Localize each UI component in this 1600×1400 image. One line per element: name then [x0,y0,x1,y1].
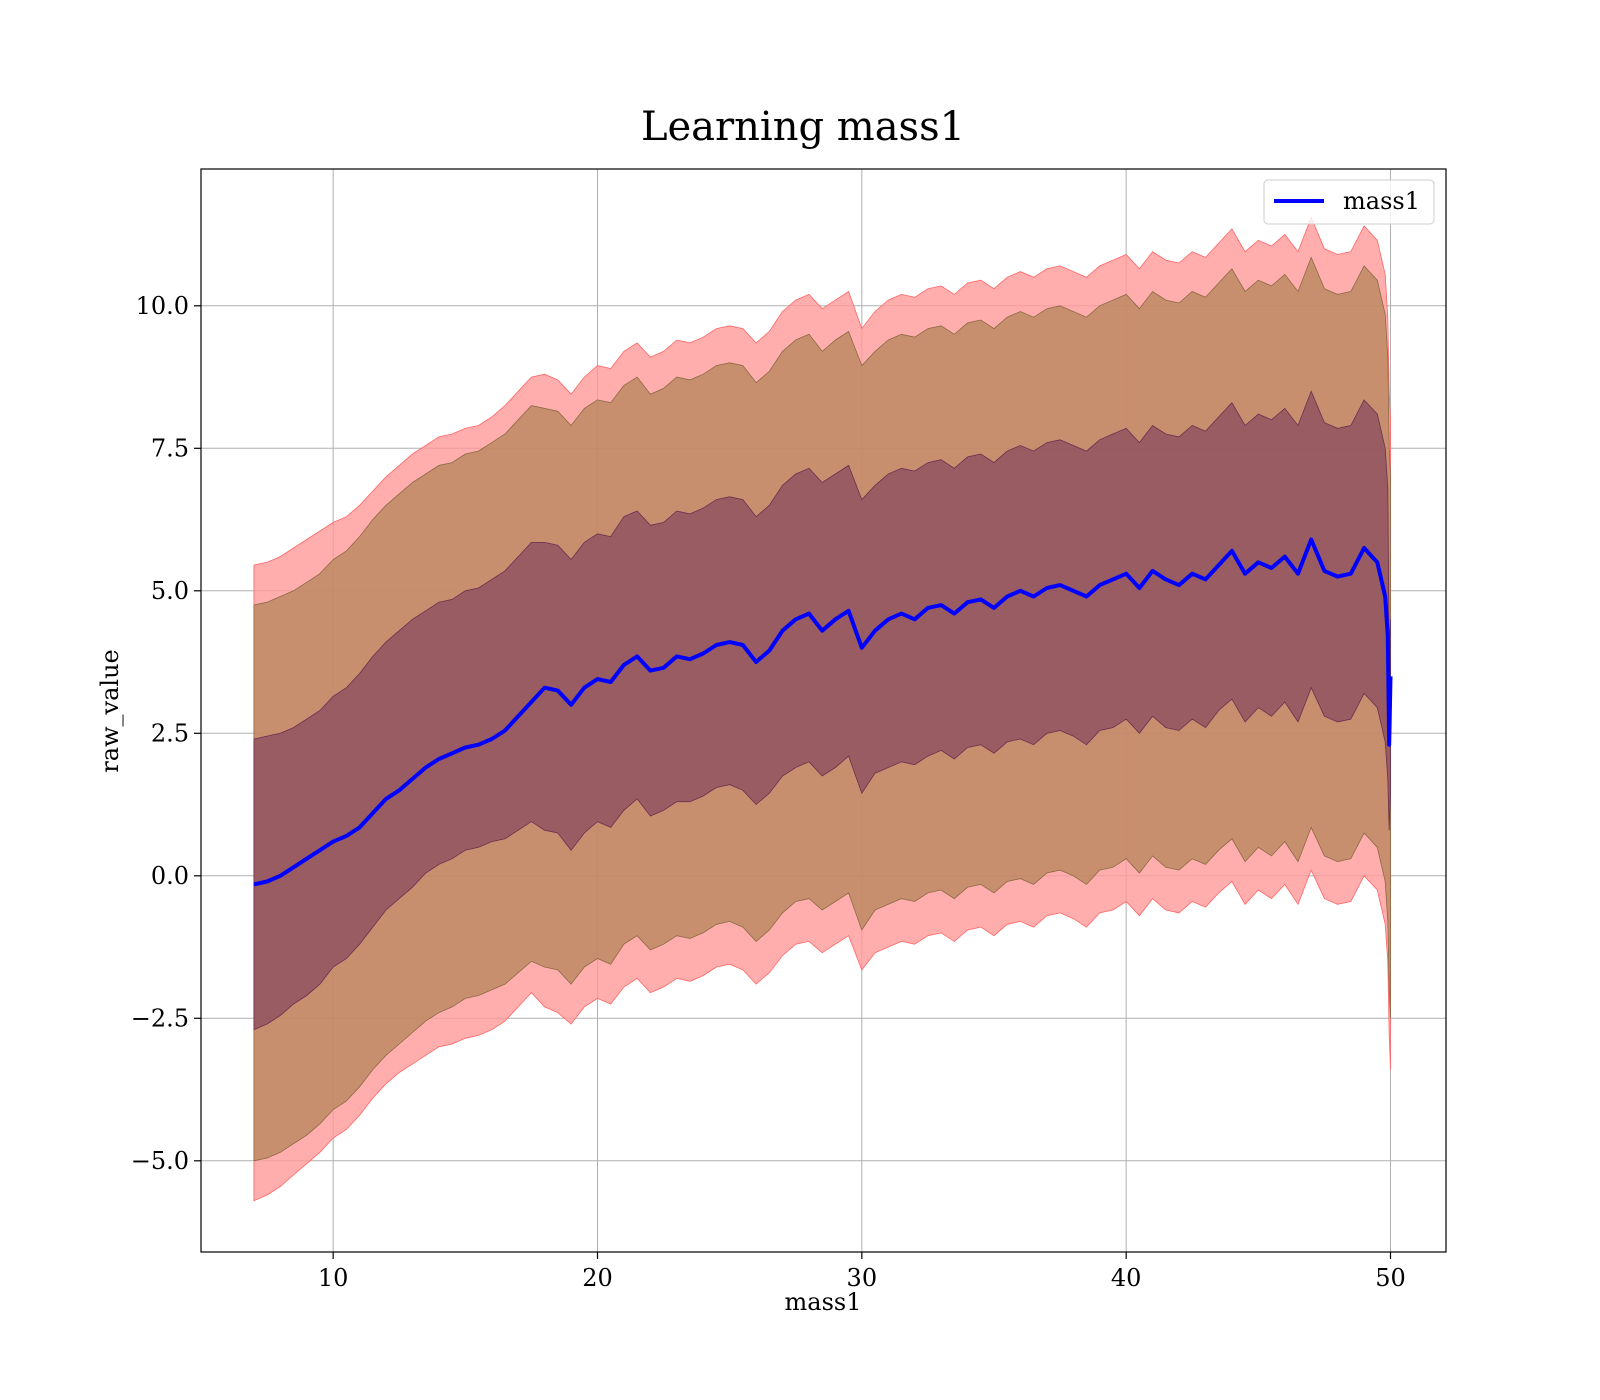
uncertainty-bands [253,216,1391,1202]
x-tick-label-0: 10 [318,1264,349,1292]
y-tick-label-0: −5.0 [131,1147,189,1175]
x-axis-ticks: 10 20 30 40 50 [318,1252,1406,1292]
legend: mass1 [1263,179,1435,225]
x-tick-label-3: 40 [1111,1264,1142,1292]
legend-box [1263,179,1435,225]
x-axis-label: mass1 [785,1288,862,1316]
series-lines [253,537,1393,887]
y-tick-label-4: 5.0 [151,577,189,605]
y-axis-label: raw_value [96,649,124,773]
y-tick-label-3: 2.5 [151,719,189,747]
x-tick-label-2: 30 [847,1264,878,1292]
band-1-sigma [253,390,1391,1031]
legend-label: mass1 [1343,187,1420,215]
x-tick-label-1: 20 [582,1264,613,1292]
x-tick-label-4: 50 [1375,1264,1406,1292]
chart-title: Learning mass1 [641,104,965,150]
y-axis-ticks: −5.0 −2.5 0.0 2.5 5.0 7.5 10.0 [131,292,201,1175]
series-line-mass1 [253,537,1393,887]
plot-frame [200,168,1447,1253]
y-tick-label-1: −2.5 [131,1004,189,1032]
y-tick-label-5: 7.5 [151,434,189,462]
y-tick-label-6: 10.0 [136,292,189,320]
y-tick-label-2: 0.0 [151,862,189,890]
